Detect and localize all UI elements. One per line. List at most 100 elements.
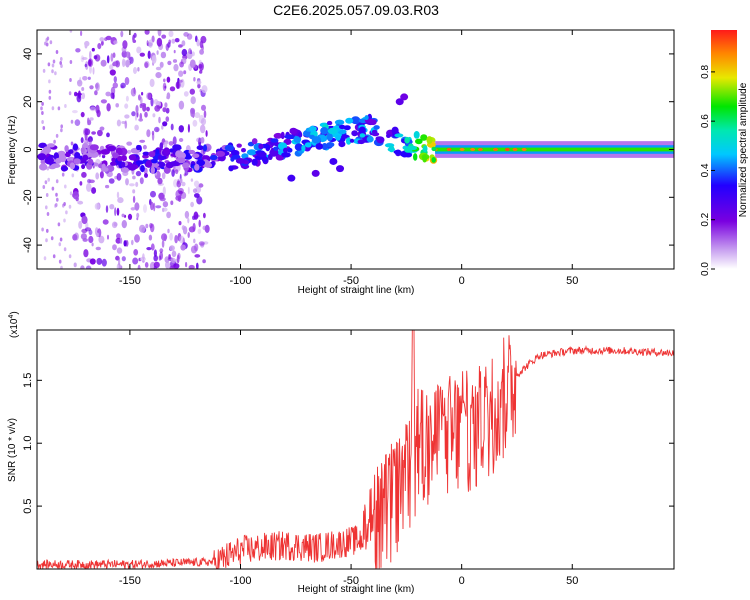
noise-blob [116,263,122,269]
noise-blob [162,107,167,113]
noise-blob [156,128,159,132]
noise-blob [151,132,155,141]
noise-blob [151,55,157,64]
y-tick-label: 0 [22,146,34,152]
noise-blob [161,34,167,39]
noise-blob [78,220,83,229]
noise-blob [91,242,94,247]
signal-blob [136,144,141,151]
noise-blob [169,265,175,269]
noise-blob [100,99,107,104]
noise-blob [52,59,56,64]
noise-blob [89,258,96,265]
noise-blob [162,207,165,213]
noise-blob [45,238,48,243]
noise-blob [149,78,155,88]
colorbar: 0.0 0.2 0.4 0.6 0.8 Normalized spectral ampl… [700,30,749,276]
noise-blob [85,265,92,269]
signal-blob [283,147,288,153]
noise-blob [132,39,137,43]
signal-blob [121,167,129,173]
noise-blob [80,233,87,240]
noise-blob [116,173,122,181]
noise-blob [161,233,168,241]
noise-blob [101,154,106,159]
signal-peak [459,148,465,151]
noise-blob [81,92,86,100]
signal-blob [287,147,293,153]
y-tick-label: 1.5 [22,373,34,388]
noise-blob [129,183,135,187]
noise-blob [191,51,195,57]
noise-blob [199,49,205,55]
signal-blob [100,167,109,172]
noise-blob [159,248,164,253]
noise-blob [201,85,208,94]
noise-blob [146,106,150,112]
noise-blob [134,112,138,121]
noise-blob [96,257,103,265]
noise-blob [162,121,168,127]
signal-blob [235,158,246,164]
noise-blob [147,50,151,59]
noise-blob [99,171,104,179]
noise-blob [60,64,63,68]
noise-blob [165,116,170,122]
noise-blob [150,201,154,211]
noise-blob [190,96,196,105]
signal-blob [106,145,117,152]
noise-blob [84,227,92,232]
noise-blob [199,70,203,74]
noise-blob [79,181,83,186]
noise-blob [57,222,61,227]
signal-blob [231,149,238,156]
noise-blob [73,262,77,268]
noise-blob [179,178,183,184]
signal-blob [301,144,306,152]
noise-blob [144,30,150,35]
noise-blob [43,256,47,261]
noise-blob [61,172,65,177]
noise-blob [130,87,137,97]
noise-blob [46,228,49,233]
noise-blob [198,183,204,188]
noise-blob [155,66,162,71]
noise-blob [127,149,132,154]
noise-blob [133,32,137,38]
colorbar-label: Normalized spectral amplitude [738,82,749,217]
snr-frame [36,329,675,570]
signal-blob [184,154,192,160]
signal-blob [345,137,352,145]
noise-blob [117,197,124,204]
snr-scale-factor: (x104) [8,311,20,338]
noise-blob [196,262,199,269]
noise-blob [179,235,185,244]
noise-blob [108,178,115,184]
noise-blob [136,212,140,218]
signal-blob [415,138,423,145]
signal-blob [157,161,166,168]
signal-blob [148,151,156,158]
noise-blob [135,170,142,177]
noise-blob [197,83,201,89]
noise-blob [110,53,114,62]
noise-blob [130,207,136,211]
signal-blob [150,166,155,175]
noise-blob [166,92,171,100]
noise-blob [158,116,161,124]
signal-blob [175,150,183,158]
noise-blob [69,78,72,82]
noise-blob [187,232,190,238]
snr-y-ticks: 0.5 1.0 1.5 [22,373,674,514]
signal-blob [400,93,409,101]
noise-blob [153,249,157,257]
noise-blob [158,255,162,261]
noise-blob [54,71,57,76]
signal-blob [321,143,328,150]
noise-blob [95,83,99,89]
noise-blob [205,130,208,137]
noise-blob [42,185,46,189]
noise-blob [200,124,206,134]
snr-y-label: SNR (10 * v/v) [7,418,18,482]
noise-blob [68,254,72,259]
